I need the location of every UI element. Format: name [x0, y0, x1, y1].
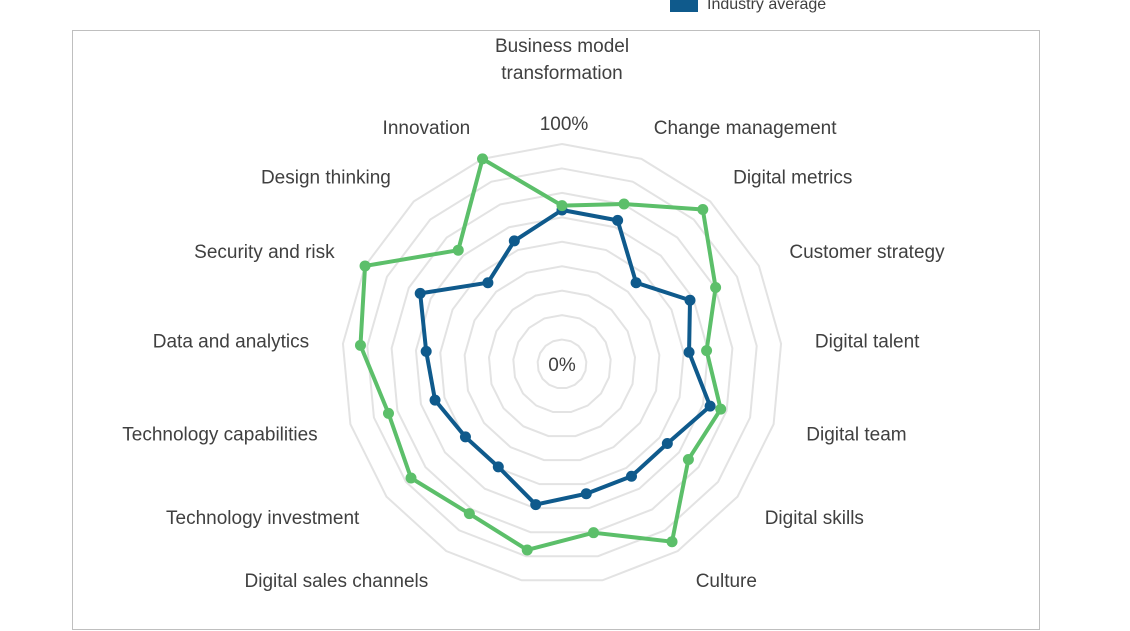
- series-point-1: [666, 536, 678, 548]
- series-point-1: [618, 198, 630, 210]
- series-point-1: [354, 339, 366, 351]
- chart-area: 0% 100% Business model transformation Change…: [72, 30, 1040, 630]
- series-point-1: [405, 472, 417, 484]
- series-point-1: [715, 403, 727, 415]
- grid-ring: [512, 314, 612, 414]
- grid-ring: [487, 289, 637, 438]
- series-point-0: [482, 277, 494, 289]
- series-point-1: [701, 345, 713, 357]
- series-point-1: [588, 527, 600, 539]
- series-point-1: [477, 153, 489, 165]
- series-point-1: [556, 200, 568, 212]
- series-point-0: [625, 470, 637, 482]
- series-point-0: [661, 438, 673, 450]
- tick-label-min: 0%: [548, 355, 576, 376]
- grid-ring: [463, 265, 661, 462]
- axis-label: Digital team: [806, 425, 906, 446]
- axis-label: Digital sales channels: [245, 571, 429, 592]
- series-point-0: [508, 235, 520, 247]
- legend-swatch-industry-average: [670, 0, 698, 12]
- grid-ring: [341, 142, 783, 582]
- series-line-0: [418, 208, 713, 507]
- series-point-0: [704, 400, 716, 412]
- series-point-0: [530, 499, 542, 511]
- series-point-0: [414, 287, 426, 299]
- legend-label-industry-average: Industry average: [707, 0, 827, 13]
- axis-label: Business model transformation: [495, 36, 629, 84]
- grid-ring: [366, 167, 758, 558]
- series-point-1: [682, 453, 694, 465]
- tick-label-max: 100%: [540, 114, 589, 135]
- axis-label: Customer strategy: [789, 242, 945, 263]
- series-point-0: [683, 346, 695, 358]
- series-line-1: [358, 156, 723, 552]
- axis-label: Design thinking: [261, 167, 391, 188]
- radar-chart: 0% 100% Business model transformation Change…: [122, 36, 945, 592]
- series-point-1: [521, 544, 533, 556]
- axis-label: Technology investment: [166, 508, 360, 529]
- series-point-0: [429, 394, 441, 406]
- series-point-0: [612, 214, 624, 226]
- series-point-1: [710, 282, 722, 294]
- series-point-1: [463, 508, 475, 520]
- series-point-1: [452, 244, 464, 256]
- grid-ring: [439, 240, 685, 486]
- axis-label: Data and analytics: [153, 332, 309, 353]
- series-point-1: [359, 260, 371, 272]
- series-point-0: [630, 277, 642, 289]
- chart-legend: Industry average: [670, 0, 826, 16]
- series-point-0: [420, 345, 432, 357]
- series-point-1: [382, 407, 394, 419]
- series-point-0: [580, 488, 592, 500]
- axis-label: Change management: [654, 118, 837, 139]
- axis-label: Digital metrics: [733, 167, 852, 188]
- series-point-0: [492, 461, 504, 473]
- axis-label: Innovation: [383, 118, 471, 139]
- axis-label: Digital skills: [765, 508, 864, 529]
- series-point-0: [459, 431, 471, 443]
- series-point-0: [684, 294, 696, 306]
- grid-ring: [390, 191, 734, 534]
- axis-label: Digital talent: [815, 332, 920, 353]
- axis-label: Culture: [696, 571, 757, 592]
- series-point-1: [697, 204, 709, 216]
- axis-label: Security and risk: [194, 242, 335, 263]
- axis-label: Technology capabilities: [122, 425, 317, 446]
- grid-ring: [536, 338, 588, 390]
